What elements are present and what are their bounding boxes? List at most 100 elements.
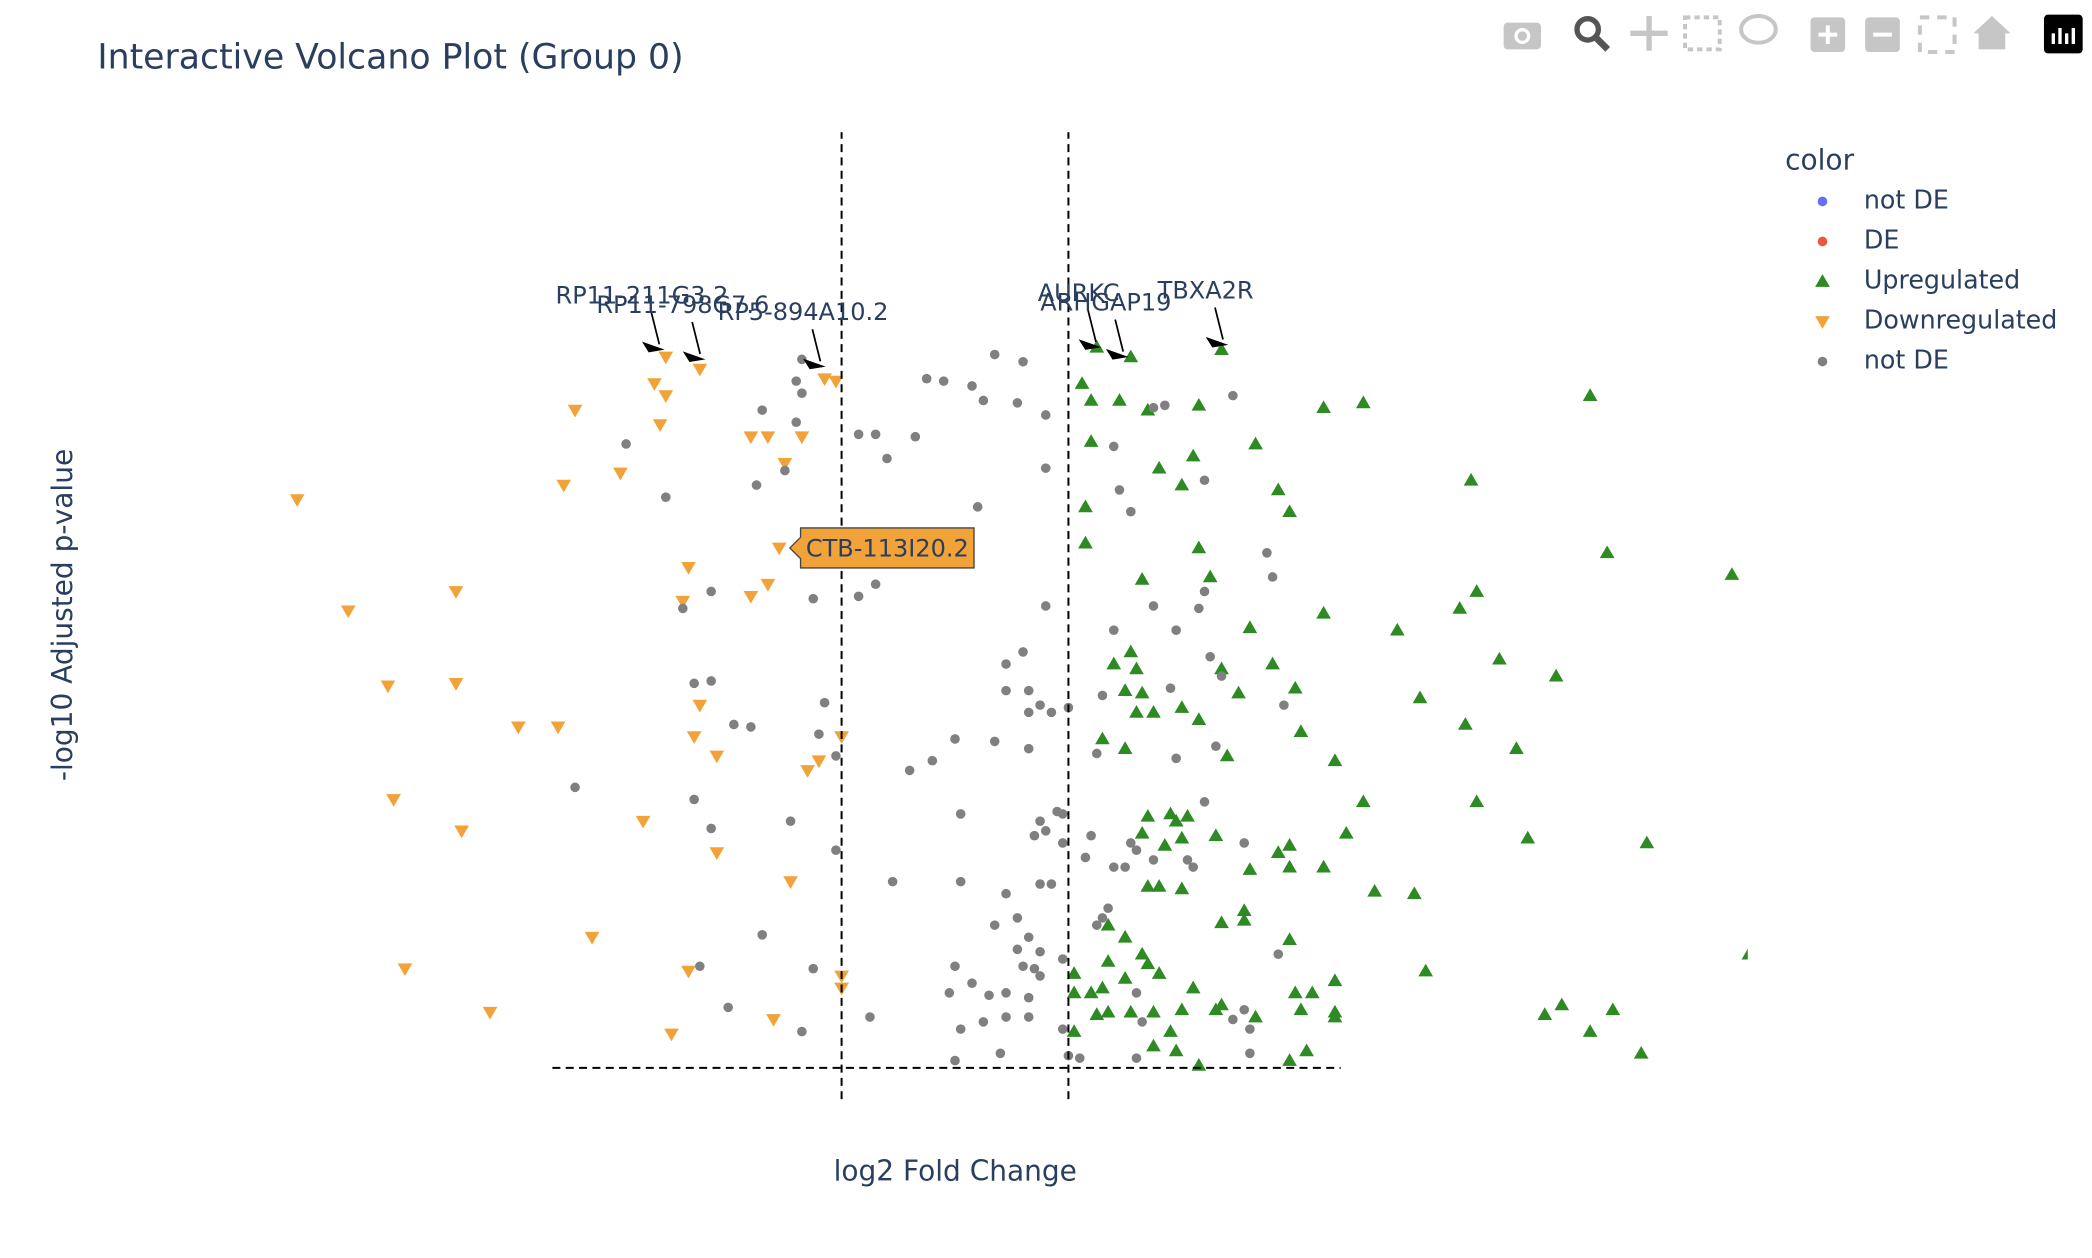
data-point [1163,806,1178,820]
hover-label-box [788,527,975,569]
zoom-button[interactable] [1574,16,1611,52]
data-point [1083,434,1099,447]
data-point [791,376,802,386]
data-point [1245,1048,1255,1059]
data-point [1117,683,1133,696]
data-point [791,417,802,428]
data-point [751,480,762,490]
data-point [289,494,305,507]
annotation-label: ARHGAP19 [1040,289,1171,317]
data-point [1001,685,1011,696]
data-point [777,457,793,471]
data-point [1001,1012,1011,1022]
annotation-arrow [650,312,661,345]
data-point [995,1048,1006,1059]
data-point [706,586,716,597]
reset-button[interactable] [1973,16,2011,50]
data-point [1202,569,1218,583]
data-point [1168,813,1184,827]
data-point [927,755,938,766]
legend-marker [1817,196,1828,207]
data-point [1242,862,1258,875]
data-point [1452,601,1468,614]
data-point [1316,400,1331,414]
annotation-label: RP11-798G7.6 [596,291,769,319]
data-point [1151,460,1167,474]
box-select-button[interactable] [1683,15,1722,52]
annotation-label: RP11-211G3.2 [556,281,729,309]
data-point [938,376,949,386]
data-point [1418,963,1434,977]
data-point [1174,477,1190,491]
data-point [1282,932,1297,946]
data-point [1171,753,1181,764]
data-point [1412,690,1428,704]
data-point [1066,1024,1082,1037]
data-point [1239,1004,1250,1015]
data-point [814,729,824,739]
data-point [1057,954,1068,964]
data-point [448,678,464,691]
data-point [1057,1024,1068,1034]
data-point [1509,741,1524,754]
legend-marker [1817,356,1828,367]
legend-label: Upregulated [1864,264,2020,294]
annotation-arrow [1114,319,1125,352]
zoom-in-button[interactable] [1810,17,1846,53]
data-point [1140,956,1156,970]
data-point [678,603,688,614]
data-point [1458,717,1473,730]
data-point [757,930,768,940]
data-point [882,453,892,464]
data-point [1231,685,1246,699]
data-point [1165,683,1176,694]
annotation-arrowhead [682,351,706,363]
data-point [1282,504,1297,518]
data-point [1097,913,1108,923]
pan-button[interactable] [1630,16,1668,51]
data-point [865,1012,875,1022]
data-point [1012,913,1023,923]
data-point [1134,946,1150,960]
data-point [1123,1004,1139,1018]
data-point [1554,997,1570,1011]
data-point [831,751,841,761]
data-point [950,961,960,972]
data-point [621,439,631,449]
data-point [1151,966,1167,979]
data-point [1236,903,1252,916]
data-point [1035,946,1045,957]
data-point [1327,1009,1343,1023]
data-point [1108,441,1119,452]
annotation-arrowhead [1205,336,1229,348]
data-point [780,465,790,476]
data-point [1228,1014,1238,1025]
data-point [1046,879,1057,889]
data-point [692,363,708,377]
legend-label: Downregulated [1864,305,2058,335]
data-point [1001,659,1011,669]
data-point [1287,985,1303,999]
data-point [448,586,464,599]
data-point [664,1028,679,1042]
data-point [1469,584,1485,597]
data-point [944,988,955,998]
data-point [1174,1002,1190,1016]
data-point [1293,724,1309,738]
zoom-out-button[interactable] [1865,17,1900,53]
autoscale-button[interactable] [1917,15,1957,55]
data-point [1599,545,1615,559]
data-point [1040,826,1051,836]
data-point [1040,601,1051,611]
data-point [811,755,827,769]
data-point [1199,586,1210,597]
data-point [1163,1024,1178,1037]
plotly-logo[interactable] [2043,14,2083,54]
data-point [1083,393,1099,406]
annotation-arrow [811,329,822,362]
legend-title: color [1785,143,1854,176]
annotation-arrowhead [1105,348,1129,360]
lasso-button[interactable] [1739,14,1778,45]
camera-button[interactable] [1503,22,1541,50]
